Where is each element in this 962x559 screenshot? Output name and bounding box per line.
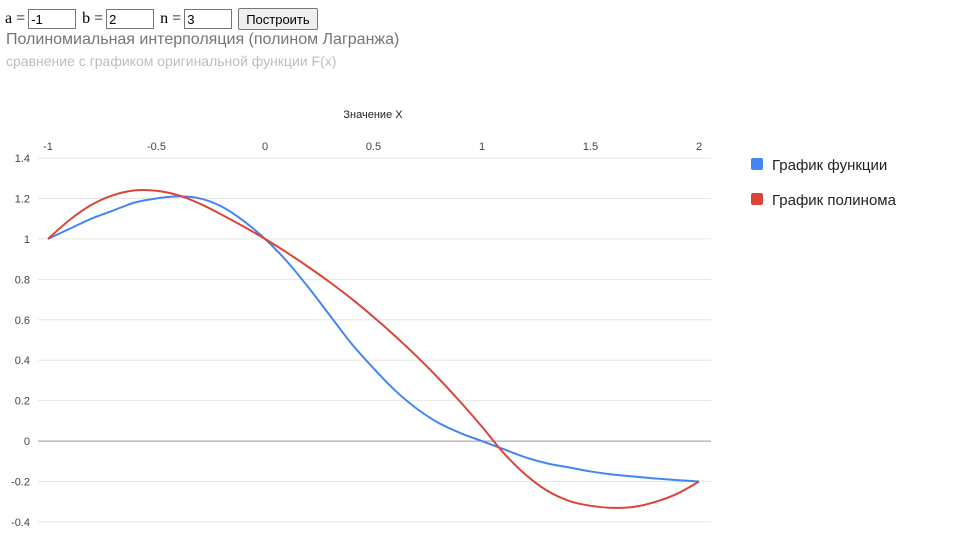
legend-swatch bbox=[751, 158, 763, 170]
n-input[interactable] bbox=[184, 9, 233, 29]
x-tick-label: 0.5 bbox=[366, 141, 381, 153]
y-tick-label: 1 bbox=[24, 234, 30, 246]
y-tick-label: 0.6 bbox=[15, 315, 30, 327]
x-tick-label: -0.5 bbox=[147, 141, 166, 153]
y-tick-label: 0 bbox=[24, 436, 30, 448]
b-input[interactable] bbox=[106, 9, 155, 29]
x-tick-label: 1 bbox=[479, 141, 485, 153]
y-tick-label: 0.8 bbox=[15, 274, 30, 286]
a-label: a = bbox=[5, 10, 26, 27]
chart-subtitle: сравнение с графиком оригинальной функци… bbox=[6, 53, 337, 69]
y-tick-label: -0.2 bbox=[11, 477, 30, 489]
n-label: n = bbox=[160, 10, 182, 27]
build-button[interactable]: Построить bbox=[238, 8, 318, 30]
series-line-2 bbox=[47, 188, 700, 509]
series-line-1 bbox=[47, 195, 700, 483]
a-input[interactable] bbox=[28, 9, 77, 29]
parameter-form: a = b = n = Построить bbox=[5, 8, 318, 30]
b-label: b = bbox=[82, 10, 104, 27]
x-tick-label: -1 bbox=[43, 141, 53, 153]
y-tick-label: 1.2 bbox=[15, 193, 30, 205]
x-axis-title: Значение X bbox=[343, 109, 403, 121]
x-tick-label: 2 bbox=[696, 141, 702, 153]
x-tick-label: 0 bbox=[262, 141, 268, 153]
legend-label: График полинома bbox=[772, 192, 897, 209]
x-tick-label: 1.5 bbox=[583, 141, 598, 153]
y-tick-label: 0.4 bbox=[15, 355, 30, 367]
legend-swatch bbox=[751, 193, 763, 205]
y-tick-label: -0.4 bbox=[11, 517, 30, 529]
legend-label: График функции bbox=[772, 157, 887, 174]
y-tick-label: 1.4 bbox=[15, 153, 30, 165]
y-tick-label: 0.2 bbox=[15, 396, 30, 408]
chart-title: Полиномиальная интерполяция (полином Лаг… bbox=[6, 31, 400, 48]
